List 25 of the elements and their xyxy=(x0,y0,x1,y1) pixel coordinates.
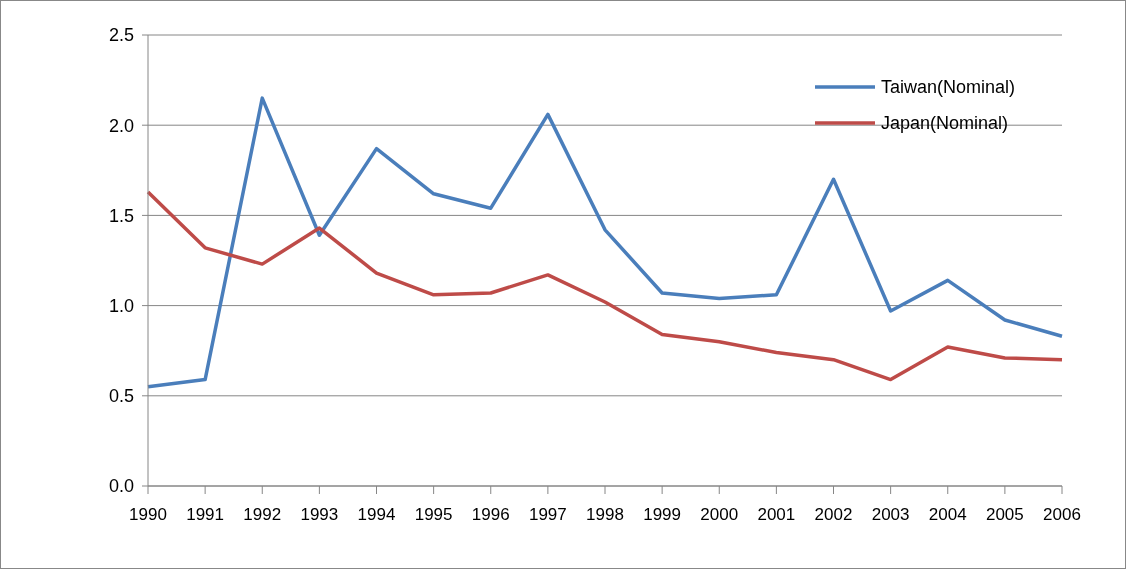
x-tick-label: 2003 xyxy=(871,505,910,525)
x-tick-label: 1992 xyxy=(243,505,282,525)
x-tick-label: 1991 xyxy=(186,505,225,525)
x-tick-label: 1998 xyxy=(586,505,624,525)
y-tick-label: 2.0 xyxy=(108,115,134,136)
y-tick-label: 0.5 xyxy=(108,386,134,407)
x-tick-label: 2006 xyxy=(1043,505,1081,525)
x-tick-label: 2004 xyxy=(928,505,967,525)
x-tick-label: 2005 xyxy=(985,505,1024,525)
x-tick-label: 1993 xyxy=(300,505,339,525)
x-tick-label: 2002 xyxy=(814,505,853,525)
x-tick-label: 1999 xyxy=(643,505,682,525)
x-tick-label: 1990 xyxy=(129,505,167,525)
y-tick-label: 2.5 xyxy=(108,25,134,46)
x-tick-label: 1996 xyxy=(471,505,510,525)
y-tick-label: 1.5 xyxy=(108,205,134,226)
x-tick-label: 2000 xyxy=(700,505,739,525)
legend-label: Japan(Nominal) xyxy=(880,112,1009,134)
x-tick-label: 1995 xyxy=(414,505,453,525)
x-tick-label: 1997 xyxy=(528,505,567,525)
x-tick-label: 2001 xyxy=(757,505,796,525)
y-tick-label: 0.0 xyxy=(108,476,134,497)
y-tick-label: 1.0 xyxy=(108,295,134,316)
legend-label: Taiwan(Nominal) xyxy=(880,76,1015,98)
x-tick-label: 1994 xyxy=(357,505,396,525)
